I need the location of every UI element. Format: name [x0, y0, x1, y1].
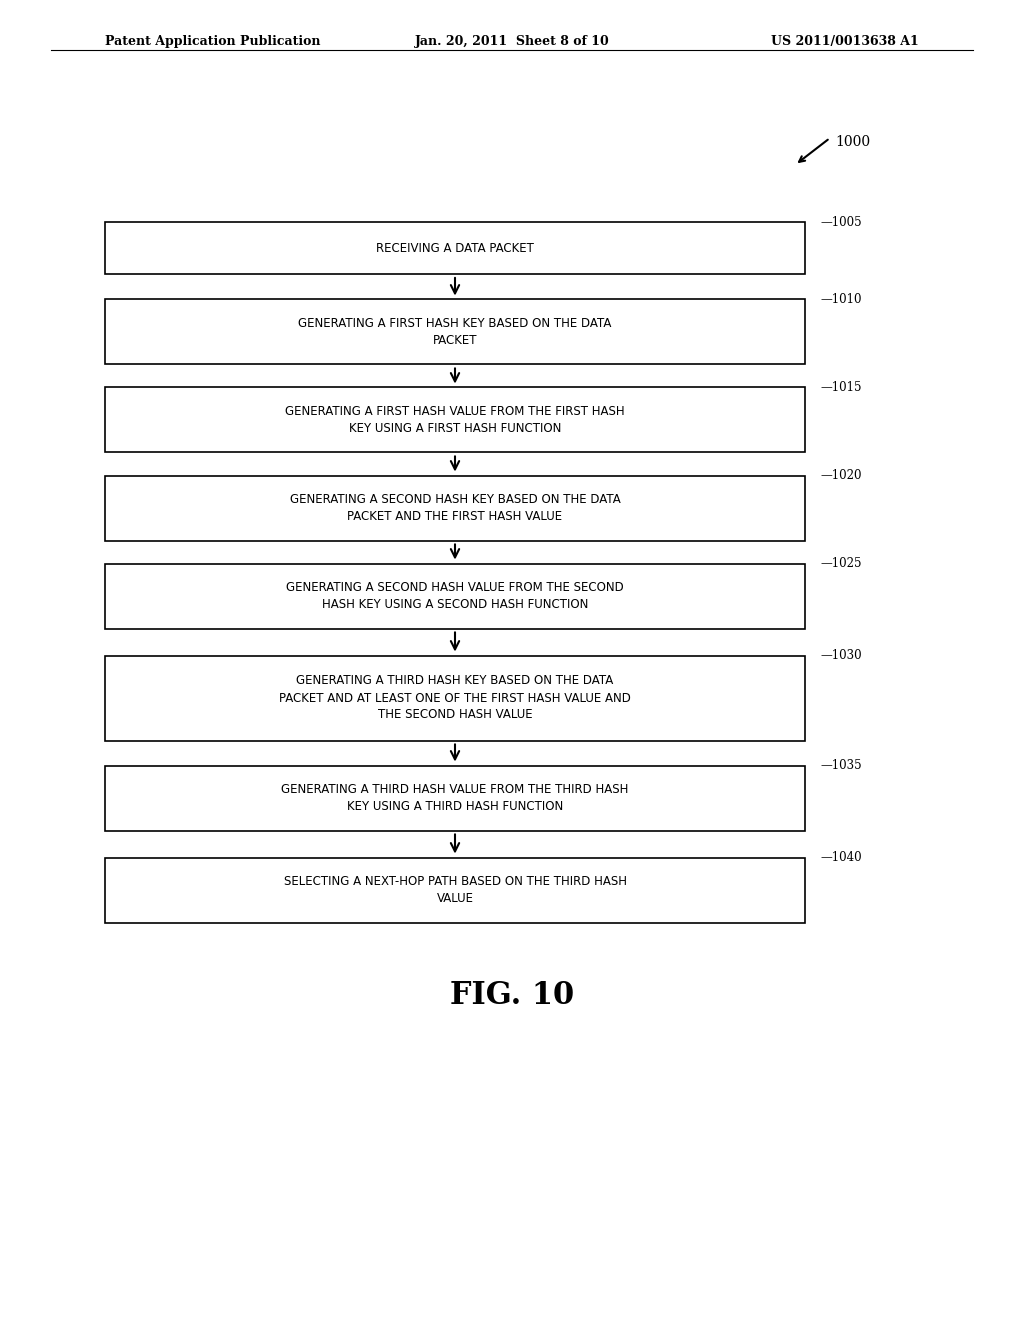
Text: FIG. 10: FIG. 10 — [450, 979, 574, 1011]
Text: SELECTING A NEXT-HOP PATH BASED ON THE THIRD HASH
VALUE: SELECTING A NEXT-HOP PATH BASED ON THE T… — [284, 875, 627, 906]
FancyBboxPatch shape — [105, 656, 805, 741]
Text: GENERATING A THIRD HASH VALUE FROM THE THIRD HASH
KEY USING A THIRD HASH FUNCTIO: GENERATING A THIRD HASH VALUE FROM THE T… — [282, 783, 629, 813]
Text: —1025: —1025 — [820, 557, 861, 570]
Text: —1015: —1015 — [820, 381, 861, 393]
Text: GENERATING A SECOND HASH VALUE FROM THE SECOND
HASH KEY USING A SECOND HASH FUNC: GENERATING A SECOND HASH VALUE FROM THE … — [286, 581, 624, 611]
Text: Patent Application Publication: Patent Application Publication — [105, 36, 321, 48]
FancyBboxPatch shape — [105, 858, 805, 923]
FancyBboxPatch shape — [105, 475, 805, 540]
Text: 1000: 1000 — [835, 135, 870, 149]
FancyBboxPatch shape — [105, 300, 805, 364]
Text: RECEIVING A DATA PACKET: RECEIVING A DATA PACKET — [376, 242, 534, 255]
Text: —1010: —1010 — [820, 293, 861, 306]
Text: GENERATING A SECOND HASH KEY BASED ON THE DATA
PACKET AND THE FIRST HASH VALUE: GENERATING A SECOND HASH KEY BASED ON TH… — [290, 492, 621, 523]
FancyBboxPatch shape — [105, 564, 805, 628]
Text: —1005: —1005 — [820, 215, 861, 228]
Text: GENERATING A THIRD HASH KEY BASED ON THE DATA
PACKET AND AT LEAST ONE OF THE FIR: GENERATING A THIRD HASH KEY BASED ON THE… — [280, 675, 631, 722]
Text: Jan. 20, 2011  Sheet 8 of 10: Jan. 20, 2011 Sheet 8 of 10 — [415, 36, 609, 48]
FancyBboxPatch shape — [105, 222, 805, 275]
FancyBboxPatch shape — [105, 388, 805, 453]
FancyBboxPatch shape — [105, 766, 805, 830]
Text: —1030: —1030 — [820, 649, 861, 663]
Text: US 2011/0013638 A1: US 2011/0013638 A1 — [771, 36, 919, 48]
Text: —1020: —1020 — [820, 469, 861, 482]
Text: GENERATING A FIRST HASH VALUE FROM THE FIRST HASH
KEY USING A FIRST HASH FUNCTIO: GENERATING A FIRST HASH VALUE FROM THE F… — [286, 405, 625, 436]
Text: GENERATING A FIRST HASH KEY BASED ON THE DATA
PACKET: GENERATING A FIRST HASH KEY BASED ON THE… — [298, 317, 611, 347]
Text: —1040: —1040 — [820, 851, 861, 865]
Text: —1035: —1035 — [820, 759, 861, 772]
